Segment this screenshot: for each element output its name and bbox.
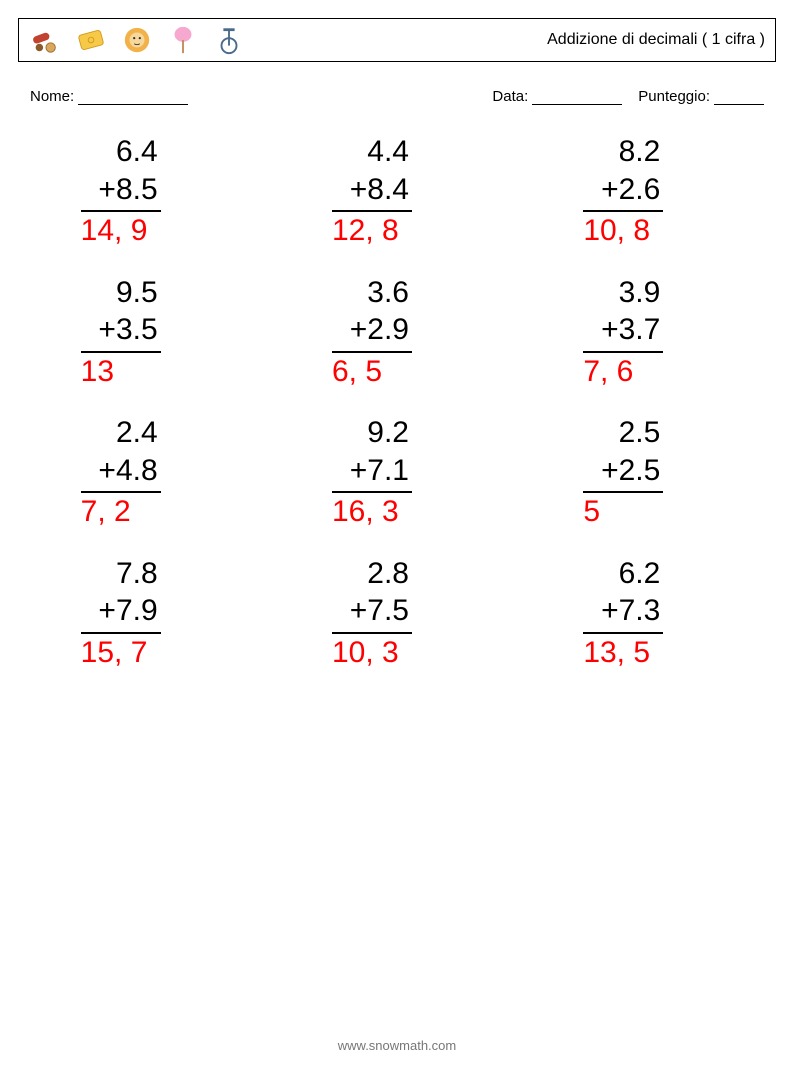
problem-stack: 3.9+3.7	[583, 274, 663, 353]
ticket-icon	[75, 24, 107, 56]
operand-a: 6.2	[583, 555, 663, 593]
operand-a: 2.4	[81, 414, 161, 452]
problem-stack: 2.5+2.5	[583, 414, 663, 493]
problem-stack: 4.4+8.4	[332, 133, 412, 212]
cotton-candy-icon	[167, 24, 199, 56]
answer: 13, 5	[583, 634, 713, 672]
problem: 9.5+3.513	[60, 274, 231, 391]
problem: 4.4+8.412, 8	[311, 133, 482, 250]
problem-stack: 9.5+3.5	[81, 274, 161, 353]
problems-grid: 6.4+8.514, 94.4+8.412, 88.2+2.610, 89.5+…	[60, 133, 734, 671]
operand-a: 9.5	[81, 274, 161, 312]
operand-b: +3.5	[81, 311, 161, 349]
operand-b: +7.1	[332, 452, 412, 490]
operand-b: +3.7	[583, 311, 663, 349]
problem-stack: 2.8+7.5	[332, 555, 412, 634]
operand-b: +8.4	[332, 171, 412, 209]
answer: 7, 2	[81, 493, 211, 531]
problem-stack: 2.4+4.8	[81, 414, 161, 493]
problem-stack: 6.2+7.3	[583, 555, 663, 634]
problem: 3.6+2.96, 5	[311, 274, 482, 391]
date-blank	[532, 90, 622, 105]
problem: 2.5+2.55	[563, 414, 734, 531]
info-row: Nome: Data: Punteggio:	[30, 88, 764, 105]
problem: 7.8+7.915, 7	[60, 555, 231, 672]
answer: 10, 8	[583, 212, 713, 250]
date-field: Data:	[492, 88, 622, 105]
name-blank	[78, 90, 188, 105]
name-field: Nome:	[30, 88, 188, 105]
problem-stack: 8.2+2.6	[583, 133, 663, 212]
operand-b: +7.3	[583, 592, 663, 630]
problem: 9.2+7.116, 3	[311, 414, 482, 531]
operand-a: 6.4	[81, 133, 161, 171]
header-icons	[29, 24, 245, 56]
operand-b: +8.5	[81, 171, 161, 209]
operand-a: 4.4	[332, 133, 412, 171]
header-bar: Addizione di decimali ( 1 cifra )	[18, 18, 776, 62]
operand-a: 2.8	[332, 555, 412, 593]
problem: 6.2+7.313, 5	[563, 555, 734, 672]
answer: 14, 9	[81, 212, 211, 250]
worksheet-title: Addizione di decimali ( 1 cifra )	[547, 31, 765, 49]
name-label: Nome:	[30, 88, 74, 105]
answer: 12, 8	[332, 212, 462, 250]
answer: 5	[583, 493, 713, 531]
operand-b: +7.5	[332, 592, 412, 630]
operand-b: +2.9	[332, 311, 412, 349]
answer: 7, 6	[583, 353, 713, 391]
operand-a: 2.5	[583, 414, 663, 452]
operand-b: +7.9	[81, 592, 161, 630]
problem: 2.8+7.510, 3	[311, 555, 482, 672]
problem: 2.4+4.87, 2	[60, 414, 231, 531]
answer: 6, 5	[332, 353, 462, 391]
problem-stack: 7.8+7.9	[81, 555, 161, 634]
problem: 3.9+3.77, 6	[563, 274, 734, 391]
answer: 16, 3	[332, 493, 462, 531]
operand-a: 7.8	[81, 555, 161, 593]
operand-b: +2.6	[583, 171, 663, 209]
answer: 10, 3	[332, 634, 462, 672]
cannon-icon	[29, 24, 61, 56]
problem-stack: 9.2+7.1	[332, 414, 412, 493]
score-label: Punteggio:	[638, 88, 710, 105]
answer: 15, 7	[81, 634, 211, 672]
operand-a: 3.6	[332, 274, 412, 312]
operand-b: +4.8	[81, 452, 161, 490]
problem-stack: 3.6+2.9	[332, 274, 412, 353]
score-field: Punteggio:	[638, 88, 764, 105]
problem: 8.2+2.610, 8	[563, 133, 734, 250]
operand-a: 9.2	[332, 414, 412, 452]
problem-stack: 6.4+8.5	[81, 133, 161, 212]
footer-url: www.snowmath.com	[0, 1038, 794, 1053]
operand-b: +2.5	[583, 452, 663, 490]
lion-icon	[121, 24, 153, 56]
operand-a: 3.9	[583, 274, 663, 312]
unicycle-icon	[213, 24, 245, 56]
operand-a: 8.2	[583, 133, 663, 171]
date-label: Data:	[492, 88, 528, 105]
score-blank	[714, 90, 764, 105]
answer: 13	[81, 353, 211, 391]
problem: 6.4+8.514, 9	[60, 133, 231, 250]
